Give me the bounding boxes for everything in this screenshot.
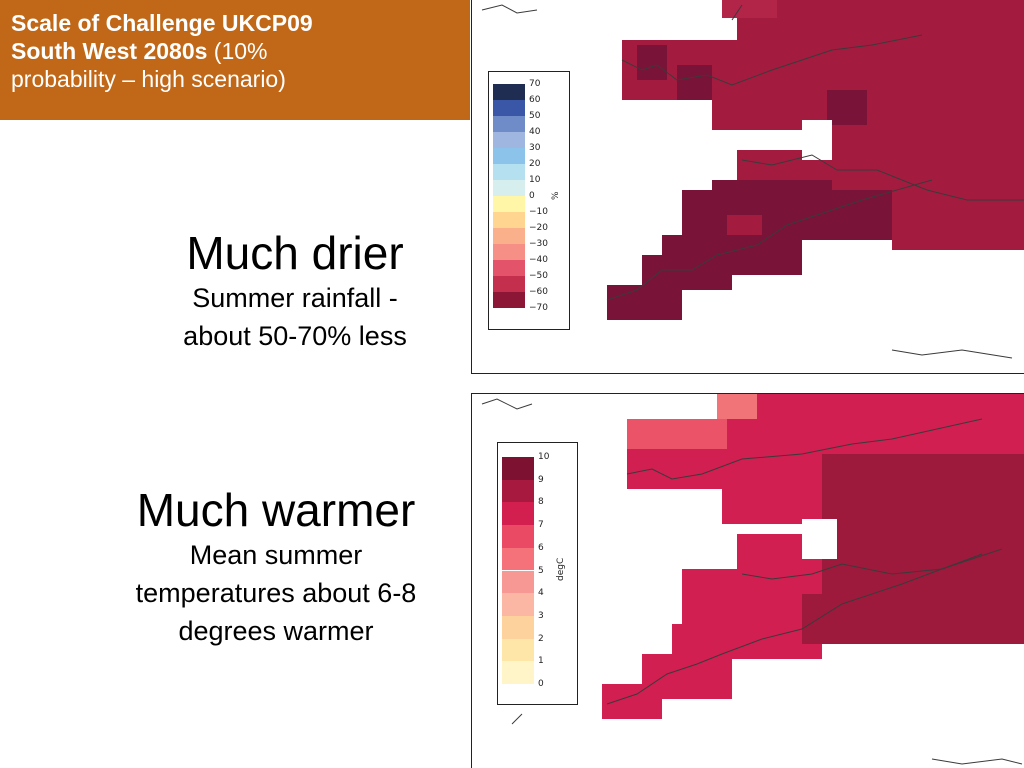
rainfall-legend: 70 60 50 40 30 20 10 0 −10 −20 −30 −40 −50 −60 −70 % xyxy=(488,71,570,330)
rainfall-legend-tick: 40 xyxy=(529,127,541,137)
title-line-1: Scale of Challenge UKCP09 xyxy=(11,10,313,36)
title-line-3: probability – high scenario) xyxy=(11,66,286,92)
title-line-2: South West 2080s (10% xyxy=(11,38,268,64)
temperature-legend-swatch xyxy=(502,615,534,639)
map-cell xyxy=(832,130,1024,190)
rainfall-legend-swatch xyxy=(493,148,525,164)
temperature-legend-swatch xyxy=(502,525,534,548)
map-cell xyxy=(722,0,777,18)
rainfall-legend-swatch xyxy=(493,212,525,228)
rainfall-legend-tick: 10 xyxy=(529,175,541,185)
temperature-text-block: Much warmer Mean summer temperatures abo… xyxy=(90,484,462,650)
rainfall-legend-tick: 20 xyxy=(529,159,541,169)
map-cell xyxy=(737,0,1024,60)
temperature-line-3: degrees warmer xyxy=(178,616,374,646)
map-cell xyxy=(642,255,732,290)
rainfall-legend-tick: 0 xyxy=(529,191,535,201)
rainfall-legend-tick: 60 xyxy=(529,95,541,105)
rainfall-legend-tick: −30 xyxy=(529,239,548,249)
rainfall-legend-swatch xyxy=(493,244,525,260)
temperature-legend-swatch xyxy=(502,593,534,616)
map-gap xyxy=(802,519,837,559)
rainfall-legend-tick: −50 xyxy=(529,271,548,281)
title-box: Scale of Challenge UKCP09 South West 208… xyxy=(0,0,470,120)
temperature-legend-tick: 6 xyxy=(538,542,544,553)
map-cell xyxy=(607,285,682,320)
map-gap xyxy=(802,120,832,160)
rainfall-line-1: Summer rainfall - xyxy=(192,283,398,313)
rainfall-legend-unit: % xyxy=(551,191,561,200)
rainfall-heading: Much drier xyxy=(186,227,404,279)
temperature-legend-tick: 7 xyxy=(538,520,544,531)
map-cell xyxy=(677,65,712,100)
rainfall-legend-tick: 70 xyxy=(529,79,541,89)
temperature-legend-swatch xyxy=(502,457,534,480)
map-cell xyxy=(682,190,892,240)
temperature-legend-swatch xyxy=(502,502,534,526)
rainfall-legend-swatch xyxy=(493,292,525,308)
temperature-legend-tick: 4 xyxy=(538,588,544,599)
temperature-legend-swatch xyxy=(502,638,534,662)
map-cell xyxy=(827,90,867,125)
temperature-heading: Much warmer xyxy=(136,484,416,536)
temperature-map-grid xyxy=(481,394,1024,765)
map-cell xyxy=(627,449,727,489)
rainfall-legend-swatch xyxy=(493,196,525,212)
temperature-map: 10 9 8 7 6 5 4 3 2 1 0 degC xyxy=(471,393,1024,768)
rainfall-legend-swatch xyxy=(493,260,525,276)
temperature-legend-swatch xyxy=(502,661,534,684)
rainfall-legend-swatch xyxy=(493,276,525,292)
rainfall-legend-tick: 50 xyxy=(529,111,541,121)
map-cell xyxy=(727,394,1024,464)
map-cell xyxy=(1012,190,1024,245)
temperature-legend-tick: 8 xyxy=(538,497,544,508)
rainfall-legend-tick: −10 xyxy=(529,207,548,217)
temperature-line-2: temperatures about 6-8 xyxy=(135,578,417,608)
temperature-legend-tick: 5 xyxy=(538,565,544,576)
temperature-legend-tick: 3 xyxy=(538,610,544,621)
rainfall-legend-swatch xyxy=(493,100,525,116)
coastline xyxy=(481,398,1023,765)
temperature-legend-tick: 2 xyxy=(538,633,544,644)
coastline xyxy=(481,4,1024,359)
map-cell xyxy=(682,569,822,629)
rainfall-legend-swatch xyxy=(493,116,525,132)
map-cell xyxy=(892,190,1024,250)
rainfall-legend-tick: −70 xyxy=(529,303,548,313)
map-cell xyxy=(712,60,1024,130)
rainfall-legend-swatch xyxy=(493,180,525,196)
rainfall-legend-tick: 30 xyxy=(529,143,541,153)
rainfall-legend-tick: −60 xyxy=(529,287,548,297)
rainfall-legend-swatch xyxy=(493,132,525,148)
temperature-legend-tick: 0 xyxy=(538,679,544,689)
rainfall-legend-swatch xyxy=(493,164,525,180)
temperature-legend-swatch xyxy=(502,547,534,571)
map-cell xyxy=(637,45,667,80)
temperature-legend-swatch xyxy=(502,479,534,503)
temperature-legend-swatch xyxy=(502,570,534,594)
map-cell xyxy=(602,684,662,719)
rainfall-text-block: Much drier Summer rainfall - about 50-70… xyxy=(130,227,460,355)
rainfall-line-2: about 50-70% less xyxy=(183,321,407,351)
rainfall-legend-tick: −20 xyxy=(529,223,548,233)
rainfall-legend-swatch xyxy=(493,228,525,244)
rainfall-map-grid xyxy=(481,0,1024,359)
rainfall-map: 70 60 50 40 30 20 10 0 −10 −20 −30 −40 −50 −60 −70 % xyxy=(471,0,1024,374)
rainfall-legend-swatch xyxy=(493,84,525,100)
map-cell xyxy=(802,594,1024,644)
temperature-legend-tick: 1 xyxy=(538,656,544,667)
temperature-legend: 10 9 8 7 6 5 4 3 2 1 0 degC xyxy=(497,442,578,705)
rainfall-legend-tick: −40 xyxy=(529,255,548,265)
temperature-legend-tick: 10 xyxy=(538,452,550,462)
temperature-legend-tick: 9 xyxy=(538,474,544,485)
temperature-line-1: Mean summer xyxy=(189,540,363,570)
temperature-legend-unit: degC xyxy=(556,557,566,581)
map-cell xyxy=(717,394,757,419)
